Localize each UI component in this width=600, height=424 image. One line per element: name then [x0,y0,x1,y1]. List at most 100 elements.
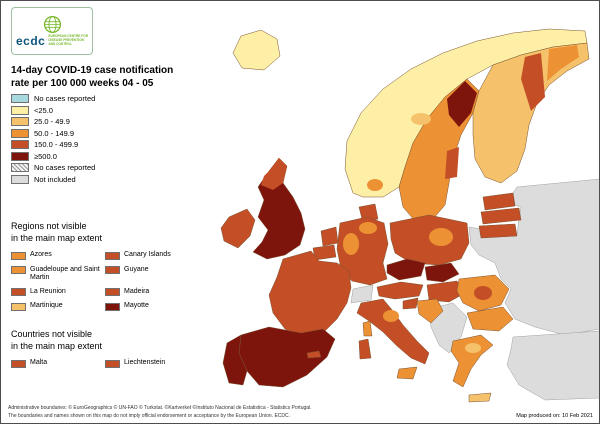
legend-label: No cases reported [34,163,96,173]
countries-title-line2: in the main map extent [11,341,103,352]
map-area-bulgaria [466,306,514,332]
map-area-france [268,250,352,338]
country-swatch [105,359,120,368]
legend-label: ≥500.0 [34,151,57,161]
legend-label: 50.0 - 149.9 [34,128,75,138]
region-item-la-reunion: La Reunion [11,288,103,297]
region-swatch [105,266,120,275]
legend-swatch-no-cases-hatched [11,163,29,173]
map-area-croatia [416,298,444,324]
map-area-sicily [396,366,418,380]
map-area-latvia [480,207,522,225]
legend-label: 150.0 - 499.9 [34,140,79,150]
map-area-hungary [426,280,466,303]
map-area-netherlands [320,226,339,247]
map-area-finland-north-region [547,45,579,81]
region-swatch [11,302,26,311]
legend-item: No cases reported [11,162,95,174]
region-swatch [105,251,120,260]
countries-not-visible-section: Countries not visible in the main map ex… [11,328,211,368]
region-label: Canary Islands [124,251,171,259]
map-area-scotland-region [261,158,287,190]
legend-swatch-150-499 [11,140,29,150]
map-area-austria [376,281,424,300]
region-item-mayotte: Mayotte [105,302,207,311]
country-label: Liechtenstein [124,359,166,367]
map-area-corsica [362,320,373,337]
map-area-norway-oslo-region [367,179,383,191]
region-item-azores: Azores [11,251,103,260]
ecdc-subtitle-line: AND CONTROL [48,41,72,46]
region-swatch [11,266,26,275]
map-area-finland-east-region [521,53,545,111]
regions-title-line1: Regions not visible [11,221,87,231]
map-area-balearic-islands [306,350,322,359]
ecdc-subtitle: EUROPEAN CENTRE FOR DISEASE PREVENTION A… [48,34,89,47]
region-label: La Reunion [30,287,66,295]
legend-item: <25.0 [11,105,95,117]
map-area-slovakia [424,262,460,283]
legend-label: No cases reported [34,94,96,104]
region-item-martinique: Martinique [11,302,103,311]
region-item-guyane: Guyane [105,266,207,282]
legend-swatch-ge500 [11,151,29,161]
legend-item: 150.0 - 499.9 [11,139,95,151]
map-title-line2: rate per 100 000 weeks 04 - 05 [11,78,154,89]
legend-swatch-lt25 [11,105,29,115]
legend-swatch-no-cases [11,94,29,104]
ecdc-logo: ecdc EUROPEAN CENTRE FOR DISEASE PREVENT… [11,7,93,55]
map-area-greece-region [465,343,481,353]
country-item-liechtenstein: Liechtenstein [105,359,207,368]
ecdc-subtitle-line: DISEASE PREVENTION [48,38,84,43]
map-area-romania-region [474,286,492,300]
map-area-crete [468,392,492,403]
attribution-line1: Administrative boundaries: © EuroGeograp… [8,405,312,411]
legend-item: ≥500.0 [11,151,95,163]
region-label: Guyane [124,265,149,273]
not-included-areas [350,178,599,401]
region-swatch [11,251,26,260]
legend-item: No cases reported [11,93,95,105]
countries-title-line1: Countries not visible [11,329,93,339]
country-swatch [11,359,26,368]
map-area-lithuania [478,223,518,239]
map-area-turkey [506,330,599,401]
region-item-guadeloupe: Guadeloupe and Saint Martin [11,266,103,282]
globe-icon [43,15,61,34]
map-area-germany-west-region [343,233,359,255]
legend-label: <25.0 [34,105,53,115]
countries-legend-grid: Malta Liechtenstein [11,359,211,368]
region-label: Martinique [30,302,63,310]
legend-item: Not included [11,174,95,186]
legend-label: Not included [34,174,76,184]
region-label: Guadeloupe and Saint Martin [30,265,100,281]
map-area-italy-north-region [383,310,399,322]
map-title: 14-day COVID-19 case notification rate p… [11,64,173,90]
map-area-slovenia [402,297,419,310]
region-label: Madeira [124,287,150,295]
country-item-malta: Malta [11,359,103,368]
map-title-line1: 14-day COVID-19 case notification [11,65,174,76]
regions-legend-grid: Azores Canary Islands Guadeloupe and Sai… [11,251,211,311]
ecdc-subtitle-line: EUROPEAN CENTRE FOR [48,34,89,39]
attribution-line2: The boundaries and names shown on this m… [8,413,291,419]
map-area-iceland [232,29,281,71]
map-area-estonia [482,192,516,211]
map-area-greece [450,334,494,388]
map-area-poland-region [429,228,453,246]
regional-rate-patches [261,45,579,353]
rate-legend: No cases reported <25.0 25.0 - 49.9 50.0… [11,93,95,185]
region-swatch [11,288,26,297]
legend-label: 25.0 - 49.9 [34,117,70,127]
map-area-portugal [222,334,248,386]
legend-item: 50.0 - 149.9 [11,128,95,140]
region-swatch [105,288,120,297]
map-area-czechia [386,258,426,281]
countries-section-title: Countries not visible in the main map ex… [11,328,211,352]
region-item-canary-islands: Canary Islands [105,251,207,260]
map-area-sardinia [358,338,372,360]
map-area-sweden-mid-region [445,147,459,179]
region-swatch [105,302,120,311]
